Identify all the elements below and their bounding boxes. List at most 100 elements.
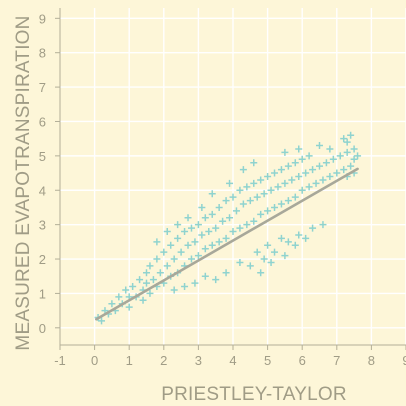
data-point	[205, 228, 213, 236]
data-point	[167, 241, 175, 249]
data-point	[215, 203, 223, 211]
data-point	[350, 155, 358, 163]
data-point	[281, 148, 289, 156]
x-tick-label: 8	[368, 353, 375, 368]
data-point	[181, 283, 189, 291]
data-point	[340, 166, 348, 174]
y-tick-label: 3	[39, 218, 46, 233]
data-point	[198, 203, 206, 211]
data-point	[260, 190, 268, 198]
y-tick-label: 0	[39, 321, 46, 336]
data-point	[208, 241, 216, 249]
data-point	[222, 234, 230, 242]
data-point	[319, 221, 327, 229]
data-point	[156, 269, 164, 277]
data-point	[143, 279, 150, 287]
data-point	[257, 176, 265, 184]
data-point	[340, 135, 348, 143]
data-point	[343, 148, 351, 156]
data-point	[191, 279, 199, 287]
y-axis-title: MEASURED EVAPOTRANSPIRATION	[13, 15, 34, 350]
data-point	[201, 245, 209, 253]
data-point	[343, 138, 351, 146]
data-point	[163, 228, 171, 236]
data-point	[271, 248, 279, 256]
y-tick-label: 7	[39, 80, 46, 95]
data-point	[271, 203, 279, 211]
data-point	[316, 142, 323, 150]
data-point	[194, 252, 202, 260]
data-point	[326, 173, 334, 180]
data-point	[277, 234, 285, 242]
data-point	[253, 248, 261, 256]
data-point	[316, 162, 323, 170]
data-point	[222, 269, 230, 277]
data-point	[170, 255, 178, 263]
x-axis-title: PRIESTLEY-TAYLOR	[161, 384, 347, 405]
data-point	[336, 152, 344, 160]
data-point	[194, 221, 202, 229]
data-point	[236, 224, 244, 232]
x-tick-label: 7	[333, 353, 340, 368]
data-point	[260, 255, 268, 263]
data-point	[201, 272, 209, 280]
x-tick-label: 0	[91, 353, 98, 368]
data-point	[181, 228, 189, 236]
data-point	[187, 255, 195, 263]
data-point	[146, 289, 154, 297]
data-point	[250, 159, 258, 167]
data-point	[253, 193, 261, 201]
x-tick-labels: -1 0 1 2 3 4 5 6 7 8 9	[54, 353, 406, 368]
y-tick-label: 6	[39, 114, 46, 129]
data-point	[108, 300, 116, 308]
data-point	[288, 176, 296, 184]
data-point	[291, 159, 299, 167]
y-tick-label: 1	[39, 286, 46, 301]
data-point	[354, 152, 362, 160]
data-point	[226, 179, 234, 187]
scatter-points	[94, 131, 362, 325]
data-point	[170, 286, 178, 294]
grid	[60, 8, 406, 345]
data-point	[208, 210, 216, 218]
data-point	[177, 248, 185, 256]
data-point	[184, 241, 192, 249]
x-tick-label: 1	[126, 353, 133, 368]
data-point	[198, 231, 206, 239]
data-point	[122, 286, 130, 294]
data-point	[153, 255, 161, 263]
data-point	[264, 173, 272, 180]
data-point	[229, 193, 237, 201]
data-point	[333, 169, 341, 177]
data-point	[129, 283, 137, 291]
data-point	[208, 190, 216, 198]
data-point	[229, 228, 237, 236]
x-tick-label: 9	[402, 353, 406, 368]
data-point	[136, 276, 144, 284]
y-tick-label: 4	[39, 183, 46, 198]
data-point	[326, 145, 334, 153]
data-point	[243, 221, 251, 229]
data-point	[309, 166, 317, 174]
y-tick-label: 2	[39, 252, 46, 267]
x-tick-label: 5	[264, 353, 271, 368]
data-point	[250, 217, 258, 225]
data-point	[98, 317, 106, 325]
data-point	[143, 269, 150, 277]
data-point	[250, 179, 258, 187]
data-point	[281, 179, 289, 187]
data-point	[312, 179, 320, 187]
data-point	[191, 238, 199, 246]
data-point	[264, 207, 272, 215]
x-tick-label: 2	[160, 353, 167, 368]
data-point	[302, 169, 310, 177]
data-point	[267, 258, 275, 266]
data-point	[184, 214, 192, 222]
data-point	[271, 169, 279, 177]
data-point	[236, 258, 244, 266]
data-point	[305, 183, 313, 191]
fit-line	[95, 167, 359, 321]
data-point	[284, 197, 292, 205]
data-point	[174, 221, 182, 229]
